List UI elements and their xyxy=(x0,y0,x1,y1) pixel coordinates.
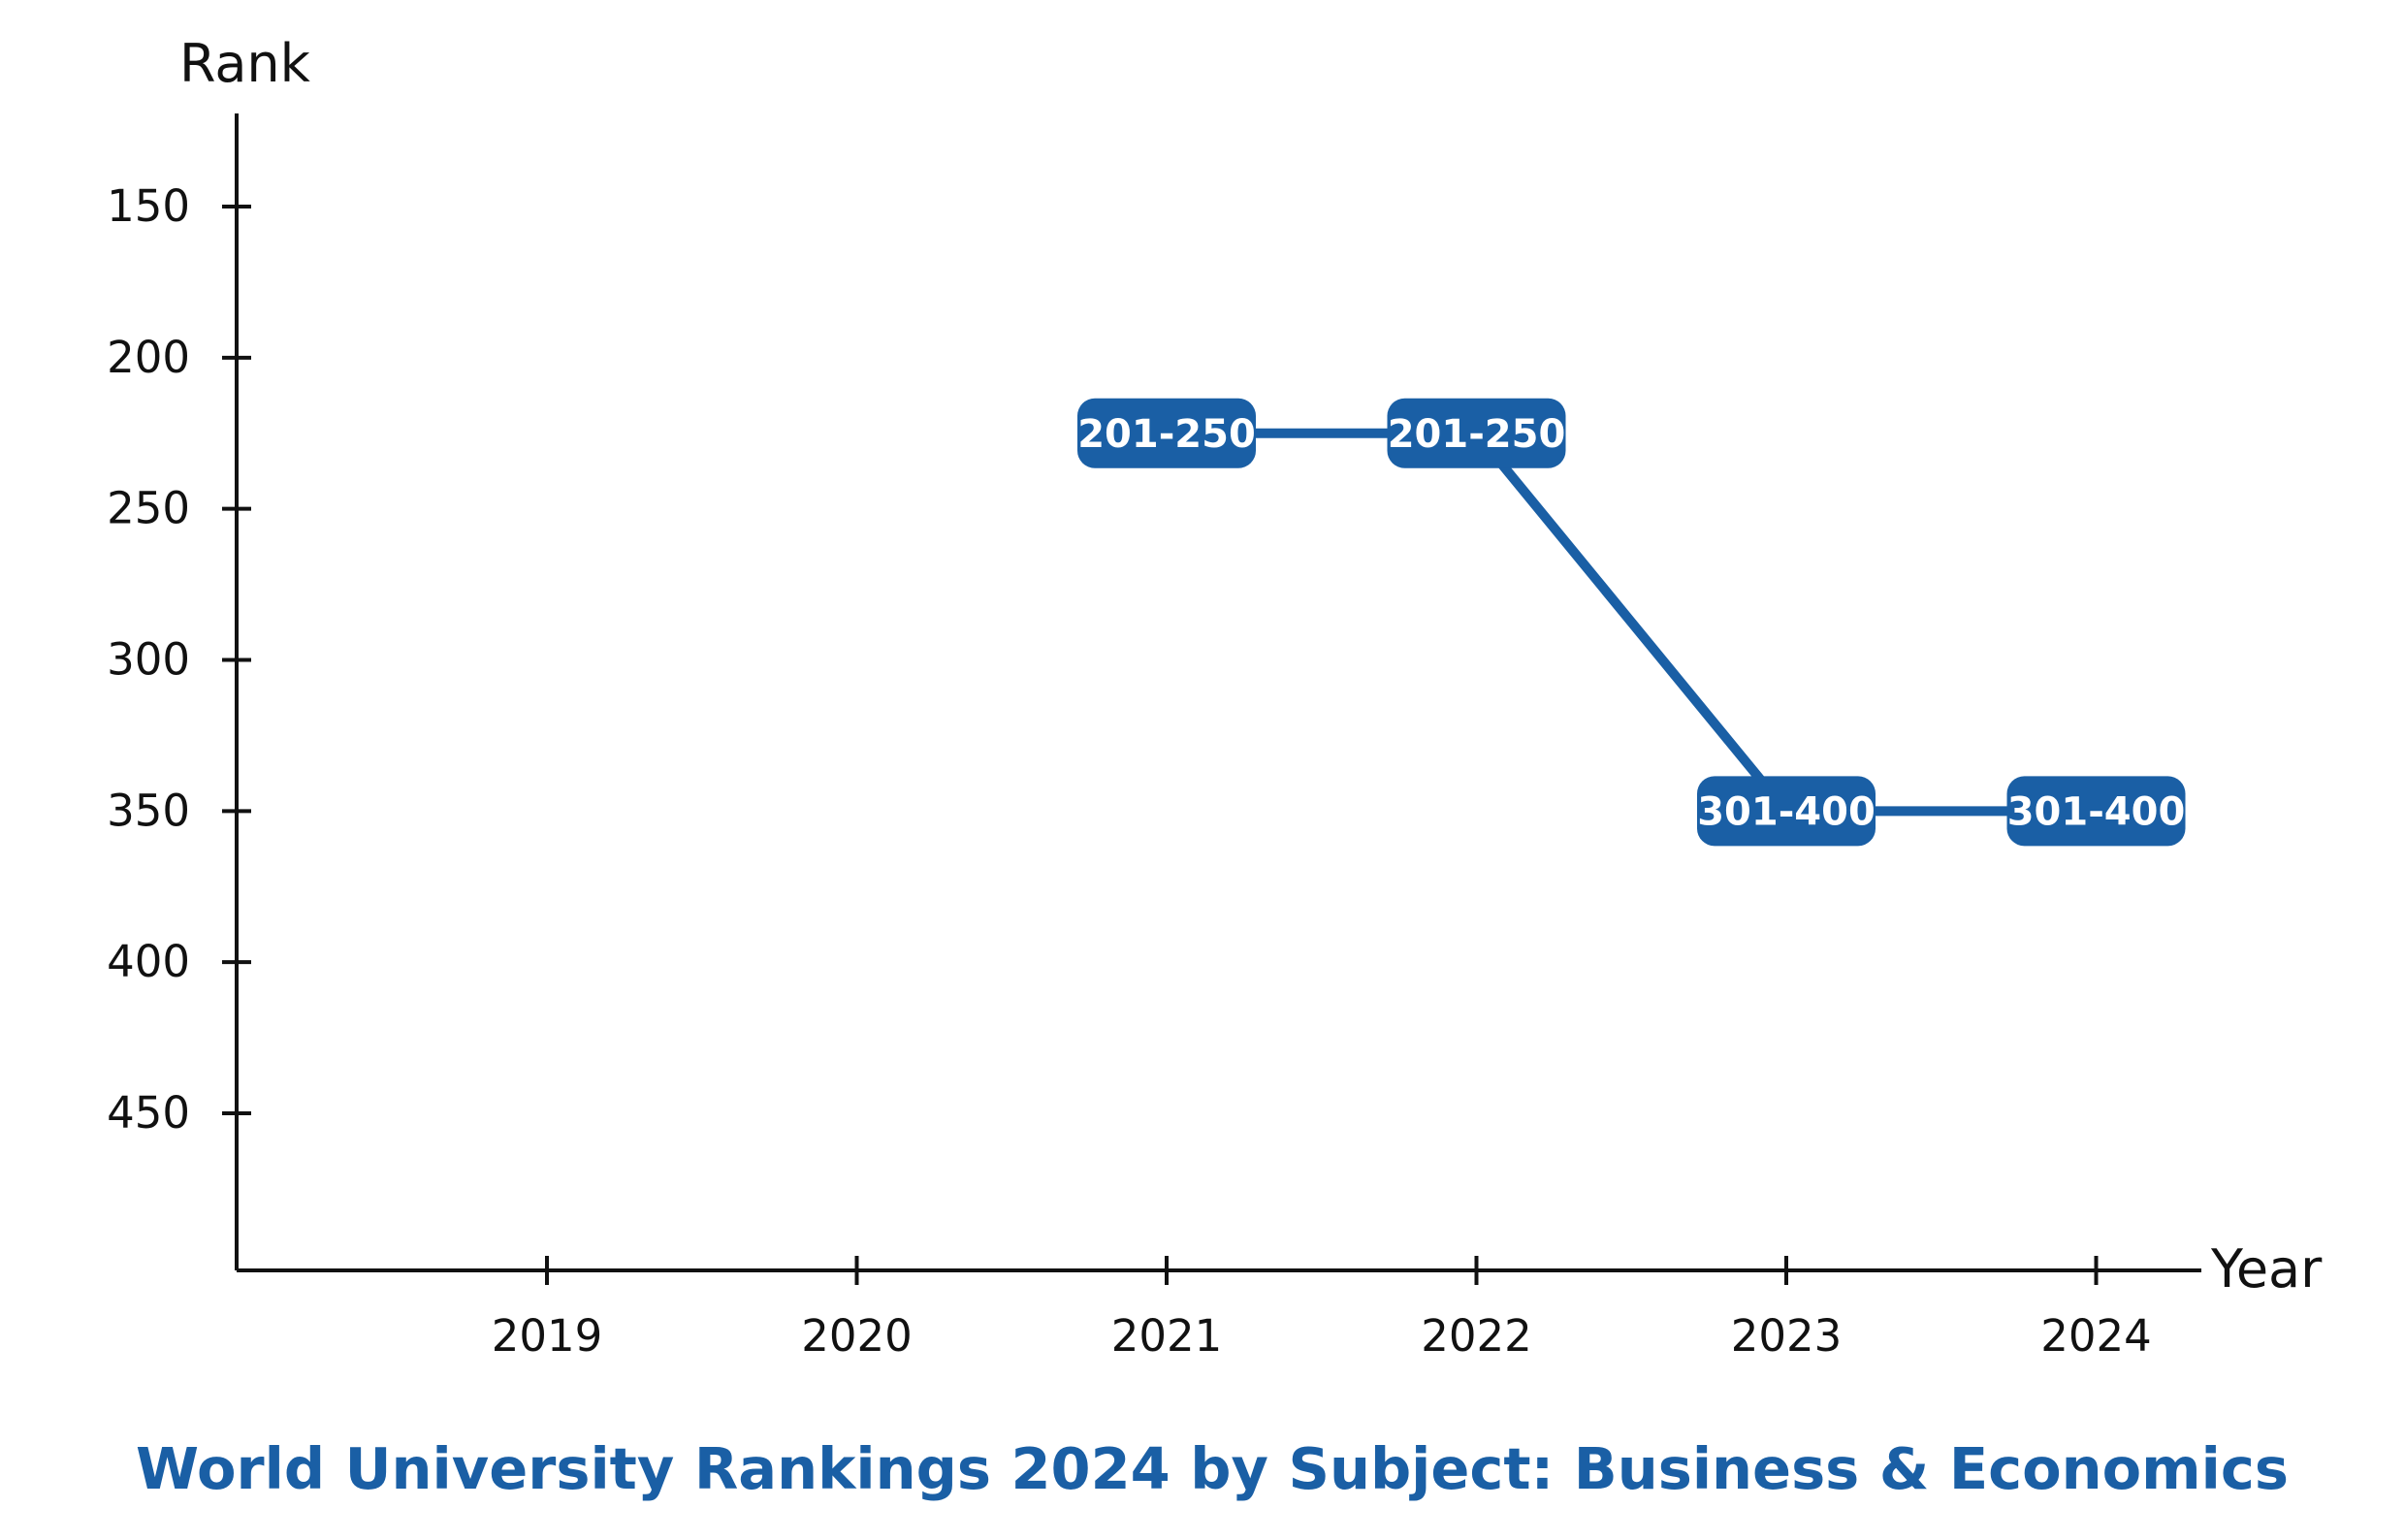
x-tick-label: 2020 xyxy=(801,1310,913,1362)
data-point-badge xyxy=(1697,776,1876,847)
x-tick-label: 2019 xyxy=(492,1310,603,1362)
y-tick-label: 450 xyxy=(107,1087,190,1139)
data-point-badge xyxy=(1077,398,1256,468)
x-tick-label: 2022 xyxy=(1421,1310,1532,1362)
y-ticks: 150 200 250 300 350 400 450 xyxy=(107,180,251,1139)
data-point-label: 301-400 xyxy=(2007,789,2186,834)
x-ticks: 2019 2020 2021 2022 2023 2024 xyxy=(492,1256,2152,1362)
y-tick-label: 150 xyxy=(107,180,190,232)
x-tick-label: 2024 xyxy=(2040,1310,2152,1362)
y-tick-label: 300 xyxy=(107,634,190,686)
y-tick-label: 350 xyxy=(107,785,190,836)
x-tick-label: 2023 xyxy=(1731,1310,1843,1362)
data-point-badge xyxy=(2006,776,2186,847)
y-tick-label: 400 xyxy=(107,936,190,987)
chart-title: World University Rankings 2024 by Subjec… xyxy=(136,1435,2289,1502)
data-point-label: 201-250 xyxy=(1077,412,1256,457)
data-point-badge xyxy=(1387,398,1566,468)
y-tick-label: 200 xyxy=(107,332,190,383)
data-point-label: 201-250 xyxy=(1388,412,1566,457)
series-line xyxy=(1162,428,2101,817)
series-group: 201-250 201-250 301-400 301-400 xyxy=(1077,398,2186,847)
y-tick-label: 250 xyxy=(107,483,190,534)
x-tick-label: 2021 xyxy=(1111,1310,1223,1362)
data-point-label: 301-400 xyxy=(1697,789,1876,834)
x-axis-label: Year xyxy=(2210,1238,2323,1299)
y-axis-label: Rank xyxy=(179,33,311,94)
